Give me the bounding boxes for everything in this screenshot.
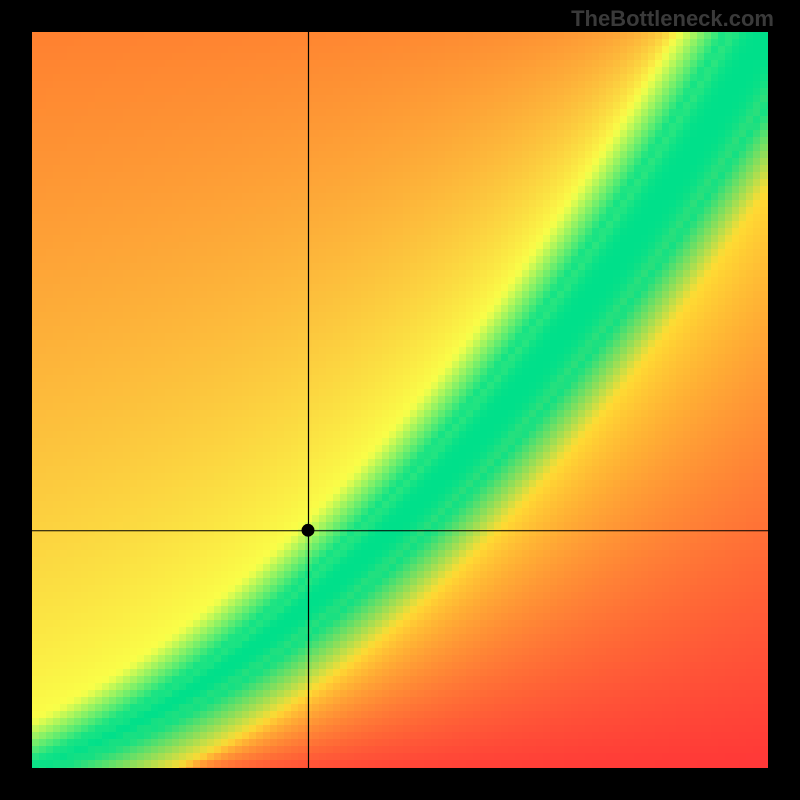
heatmap-plot: [32, 32, 768, 768]
watermark-text: TheBottleneck.com: [571, 6, 774, 32]
